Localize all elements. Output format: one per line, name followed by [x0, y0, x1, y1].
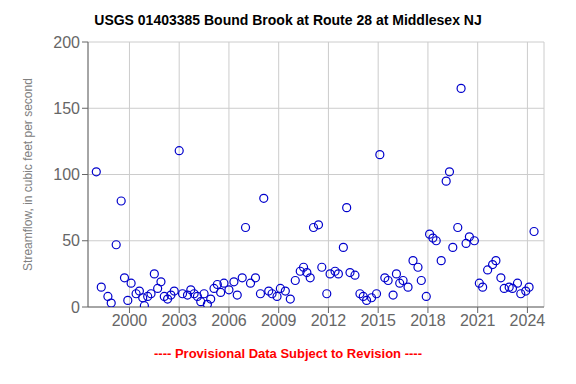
svg-text:Streamflow, in cubic feet per: Streamflow, in cubic feet per second [21, 78, 35, 271]
svg-text:100: 100 [53, 166, 80, 183]
svg-text:2012: 2012 [311, 312, 347, 329]
svg-text:0: 0 [71, 299, 80, 316]
html-text:USGS 01403385 Bound Brook at R: USGS 01403385 Bound Brook at Route 28 at… [94, 12, 482, 28]
svg-text:2024: 2024 [510, 312, 546, 329]
svg-text:2000: 2000 [112, 312, 148, 329]
svg-text:50: 50 [62, 232, 80, 249]
svg-text:2018: 2018 [410, 312, 446, 329]
svg-text:150: 150 [53, 100, 80, 117]
svg-text:2009: 2009 [261, 312, 297, 329]
svg-text:2021: 2021 [460, 312, 496, 329]
svg-text:2003: 2003 [161, 312, 197, 329]
svg-text:200: 200 [53, 34, 80, 51]
svg-text:2015: 2015 [360, 312, 396, 329]
svg-text:2006: 2006 [211, 312, 247, 329]
html-text:---- Provisional Data Subject: ---- Provisional Data Subject to Revisio… [154, 346, 422, 361]
